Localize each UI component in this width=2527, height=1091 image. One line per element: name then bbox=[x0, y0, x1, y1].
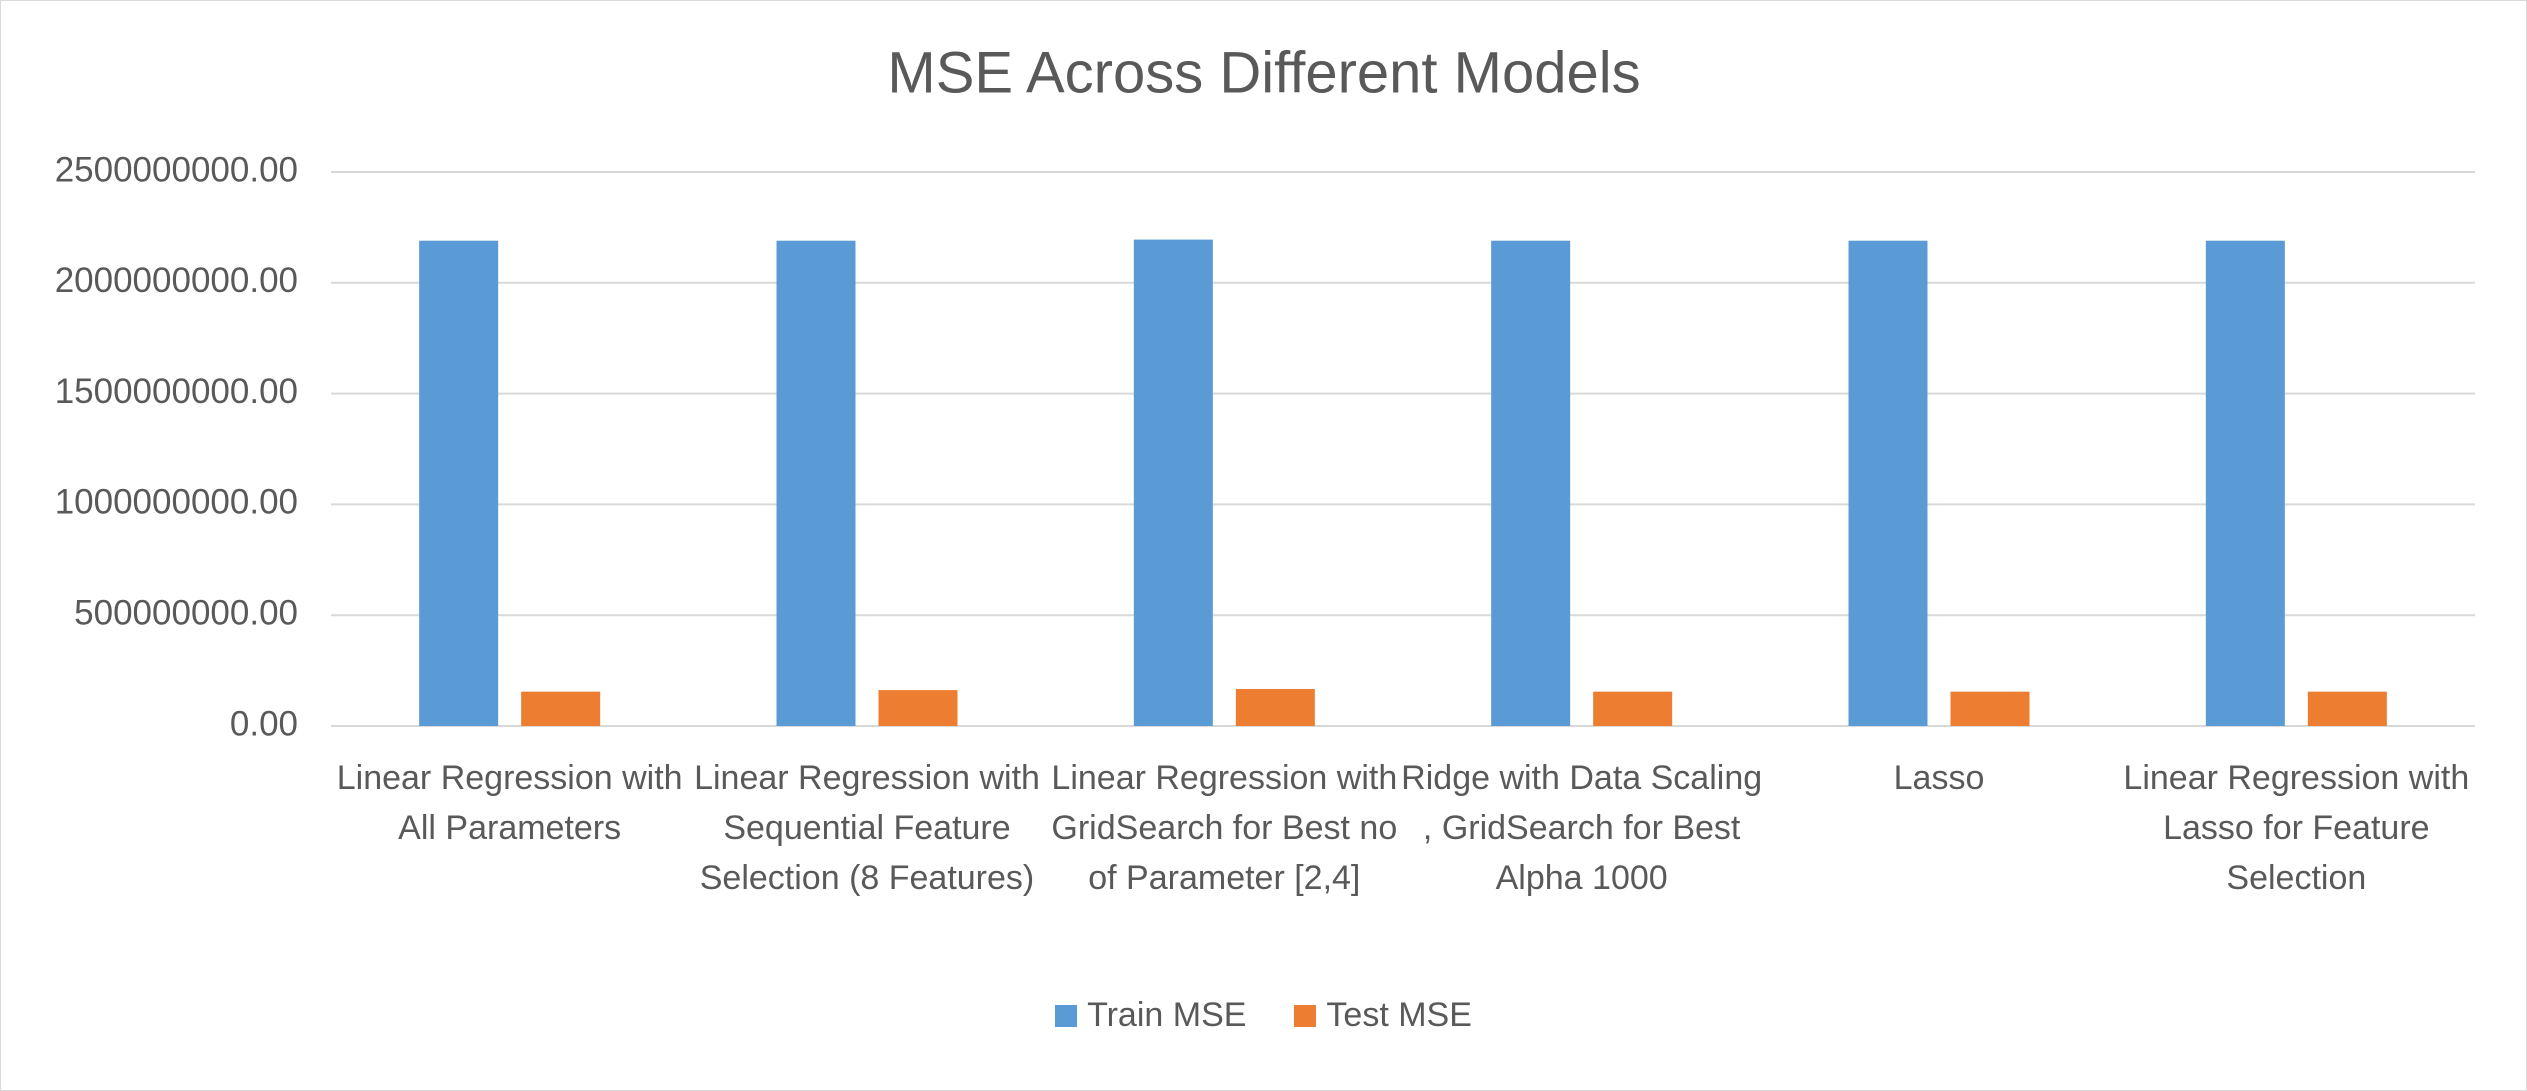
x-tick-label: Linear Regression with GridSearch for Be… bbox=[1051, 759, 1398, 897]
bar bbox=[1491, 240, 1571, 727]
legend-swatch bbox=[1055, 1004, 1078, 1027]
bar bbox=[1950, 691, 2030, 726]
bar bbox=[1593, 691, 1673, 726]
x-tick-label: Linear Regression with Sequential Featur… bbox=[694, 759, 1040, 897]
legend-label: Test MSE bbox=[1326, 996, 1472, 1034]
x-tick-label: Ridge with Data Scaling , GridSearch for… bbox=[1401, 759, 1763, 897]
y-tick-label: 0.00 bbox=[230, 704, 298, 743]
bar bbox=[1133, 239, 1213, 726]
legend-item: Train MSE bbox=[1055, 996, 1246, 1035]
legend-item: Test MSE bbox=[1294, 996, 1472, 1035]
bar bbox=[878, 690, 958, 726]
y-tick-label: 2500000000.00 bbox=[55, 150, 298, 189]
bar bbox=[2205, 240, 2285, 727]
y-tick-label: 2000000000.00 bbox=[55, 261, 298, 300]
bar bbox=[776, 240, 856, 727]
chart-title: MSE Across Different Models bbox=[887, 40, 1640, 105]
x-tick-label: Linear Regression with All Parameters bbox=[336, 759, 683, 847]
bar bbox=[521, 691, 601, 726]
legend-label: Train MSE bbox=[1087, 996, 1247, 1034]
bar bbox=[1235, 688, 1315, 726]
x-tick-label: Lasso bbox=[1893, 759, 1985, 797]
legend: Train MSE Test MSE bbox=[1, 996, 2526, 1035]
y-tick-label: 1500000000.00 bbox=[55, 372, 298, 411]
y-tick-label: 1000000000.00 bbox=[55, 483, 298, 522]
legend-swatch bbox=[1294, 1004, 1317, 1027]
bar bbox=[2307, 691, 2387, 726]
y-tick-label: 500000000.00 bbox=[74, 593, 298, 632]
x-tick-label: Linear Regression with Lasso for Feature… bbox=[2123, 759, 2470, 897]
bar bbox=[419, 240, 499, 727]
bar bbox=[1848, 240, 1928, 727]
